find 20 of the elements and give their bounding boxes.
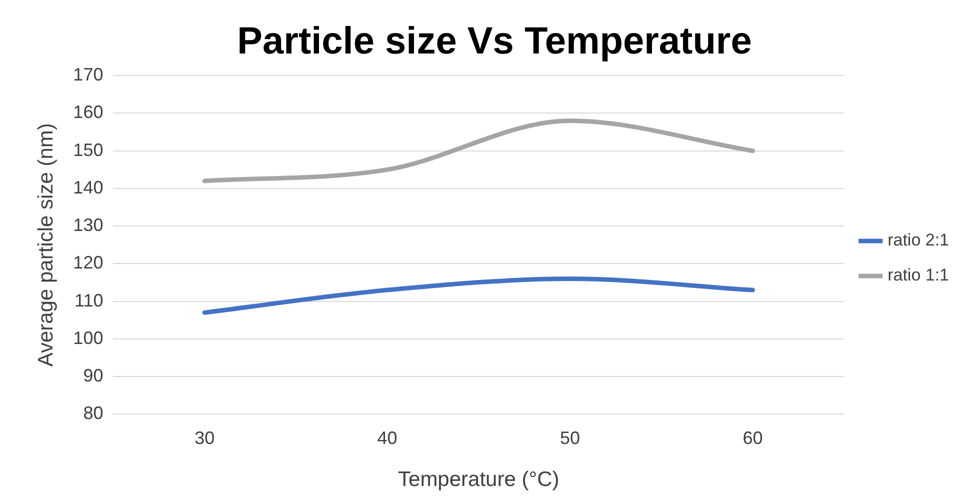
y-tick-label: 110: [74, 290, 104, 310]
x-tick-label: 50: [560, 428, 580, 448]
x-tick-label: 30: [194, 428, 215, 448]
y-tick-label: 130: [73, 215, 104, 236]
legend-label: ratio 2:1: [888, 230, 950, 250]
y-tick-label: 100: [73, 328, 104, 348]
y-tick-label: 80: [83, 403, 104, 424]
y-tick-label: 160: [73, 102, 104, 122]
legend-label: ratio 1:1: [888, 266, 950, 285]
x-axis-title: Temperature (°C): [398, 468, 560, 492]
line-series: [202, 118, 755, 184]
x-tick-label: 60: [742, 428, 763, 448]
chart-title: Particle size Vs Temperature: [237, 20, 752, 62]
y-tick-label: 120: [73, 252, 104, 273]
y-tick-label: 90: [83, 366, 104, 386]
x-tick-label: 40: [377, 428, 398, 448]
y-tick-label: 150: [73, 140, 104, 160]
y-tick-label: 170: [73, 64, 104, 85]
y-axis-title: Average particle size (nm): [34, 123, 58, 367]
y-tick-label: 140: [73, 177, 104, 198]
